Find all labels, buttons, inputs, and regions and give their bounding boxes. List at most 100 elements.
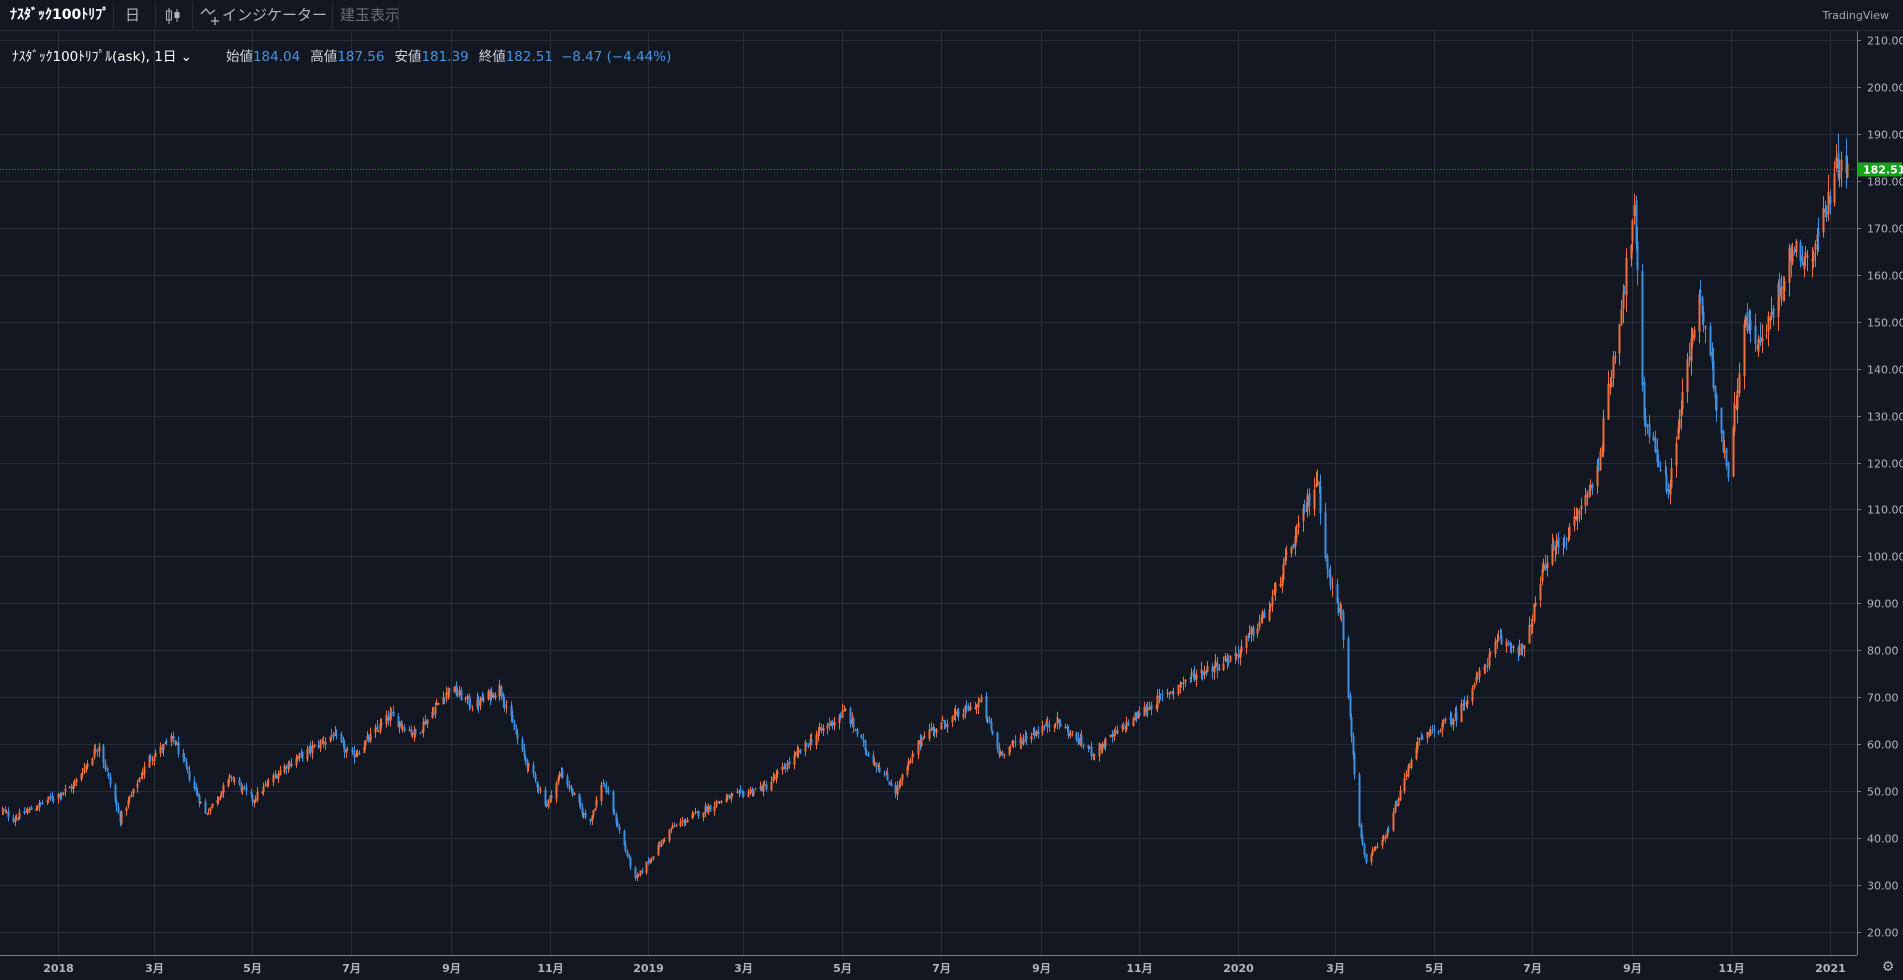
candle: [1551, 533, 1554, 566]
candle-body: [1382, 838, 1385, 840]
candle-body: [1200, 669, 1203, 674]
candle: [403, 724, 406, 733]
candle: [442, 691, 445, 705]
price-tick-label: 190.00: [1867, 129, 1903, 142]
candle: [1358, 772, 1361, 828]
legend-symbol[interactable]: ﾅｽﾀﾞｯｸ100ﾄﾘﾌﾟﾙ(ask), 1日 ⌄: [12, 49, 192, 65]
candle: [59, 792, 62, 801]
positions-button[interactable]: 建玉表示: [340, 6, 401, 24]
candle-body: [1512, 646, 1515, 648]
symbol-search-button[interactable]: ﾅｽﾀﾞｯｸ100ﾄﾘﾌﾟ: [10, 7, 110, 23]
high-label: 高値: [310, 49, 338, 65]
candle-body: [515, 730, 518, 734]
candle: [547, 798, 550, 809]
candle: [1654, 430, 1657, 454]
candle-body: [175, 743, 178, 746]
candle-body: [760, 785, 763, 791]
candle: [1349, 691, 1352, 720]
candle-body: [38, 802, 41, 808]
candle: [650, 857, 653, 863]
candle-body: [4, 809, 7, 812]
candle: [920, 735, 923, 748]
candle-body: [86, 763, 89, 768]
price-axis[interactable]: 20.00 30.00 40.00 50.00 60.00 70.00 80.00 90.00…: [1857, 31, 1903, 980]
candle-body: [1483, 667, 1486, 670]
candle: [534, 771, 537, 783]
candle: [12, 814, 15, 824]
candle: [873, 757, 876, 767]
candle-body: [1720, 407, 1723, 434]
indicators-button[interactable]: インジケーター: [200, 0, 327, 31]
candle: [1646, 423, 1649, 435]
candle: [1148, 701, 1151, 711]
interval-button[interactable]: 日: [125, 6, 141, 24]
candle: [660, 839, 663, 848]
candle: [1122, 722, 1125, 731]
chevron-down-icon[interactable]: ⌄: [180, 49, 192, 65]
candle-body: [1116, 730, 1119, 734]
candle: [852, 716, 855, 734]
candle: [749, 786, 752, 795]
candle: [207, 808, 210, 815]
candle-body: [570, 788, 573, 790]
candle: [1597, 457, 1600, 473]
candle: [264, 780, 267, 787]
candle: [883, 770, 886, 777]
candle-body: [1206, 665, 1209, 672]
candle-body: [1101, 743, 1104, 750]
candle-body: [1326, 556, 1329, 569]
candle: [1846, 156, 1849, 179]
price-chart[interactable]: 20.00 30.00 40.00 50.00 60.00 70.00 80.00 90.00…: [0, 31, 1903, 980]
candle: [380, 718, 383, 729]
candle-body: [1358, 774, 1361, 827]
candle-body: [12, 817, 15, 822]
candle: [298, 752, 301, 762]
candle: [1599, 447, 1602, 471]
candle-body: [668, 829, 671, 841]
candle-body: [946, 724, 949, 728]
candle: [186, 766, 189, 774]
candle: [862, 733, 865, 747]
candle: [537, 784, 540, 794]
candle-body: [1214, 660, 1217, 667]
candle-body: [911, 754, 914, 758]
candle-body: [1656, 449, 1659, 463]
candle: [1240, 639, 1243, 655]
candle: [990, 717, 993, 732]
candle: [747, 788, 750, 798]
candle-body: [1494, 641, 1497, 654]
candle-body: [1189, 677, 1192, 679]
candle-body: [532, 764, 535, 774]
candle: [1444, 717, 1447, 724]
candle-body: [83, 767, 86, 773]
indicators-icon: [200, 8, 219, 25]
candle-body: [1496, 639, 1499, 643]
candle-body: [1258, 621, 1261, 628]
candle-body: [1829, 196, 1832, 205]
candle-style-button[interactable]: [163, 0, 183, 31]
candle: [4, 806, 7, 814]
candle: [1353, 751, 1356, 780]
candle-body: [1473, 684, 1476, 688]
candle: [1698, 289, 1701, 344]
candle-body: [1205, 671, 1208, 674]
candle: [1033, 726, 1036, 740]
time-axis[interactable]: 2018 3月 5月 7月 9月 11月 2019 3月 5月 7月 9月 11月 2020 3月 5月 7月…: [0, 955, 1857, 976]
candle-body: [1770, 312, 1773, 315]
candle-body: [1211, 666, 1214, 672]
candle-body: [182, 753, 185, 758]
candle: [1308, 488, 1311, 516]
candle-body: [875, 762, 878, 768]
time-tick-label: 9月: [1032, 962, 1051, 975]
candle: [1720, 407, 1723, 443]
candle: [573, 792, 576, 796]
candle: [107, 772, 110, 780]
candle-body: [228, 775, 231, 778]
candle-body: [1370, 854, 1373, 862]
candle-body: [1285, 552, 1288, 554]
candle: [718, 800, 721, 805]
candle-body: [1827, 192, 1830, 214]
gear-icon[interactable]: ⚙: [1881, 959, 1895, 975]
candle-body: [1394, 804, 1397, 813]
candle: [482, 694, 485, 703]
